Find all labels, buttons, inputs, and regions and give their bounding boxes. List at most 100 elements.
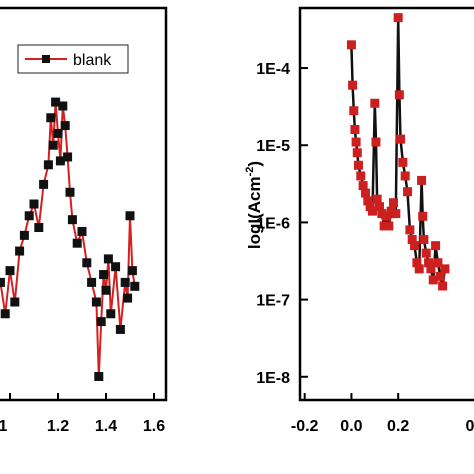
data-point <box>77 226 87 236</box>
series-line <box>350 17 447 287</box>
left-panel: 1.2 1.4 1.6 1 blank <box>0 6 168 435</box>
data-point <box>396 134 406 144</box>
data-point <box>346 40 356 50</box>
data-point <box>65 187 75 197</box>
data-point <box>418 211 428 221</box>
data-point <box>63 152 73 162</box>
data-point <box>426 264 436 274</box>
data-point <box>352 148 362 158</box>
data-point <box>440 264 450 274</box>
data-point <box>43 160 53 170</box>
y-tick-label: 1E-7 <box>256 293 290 310</box>
left-plot-area <box>0 97 140 381</box>
left-axes-frame <box>0 6 168 402</box>
data-point <box>48 140 58 150</box>
x-tick-label: 0.0 <box>340 418 362 435</box>
y-tick-label: 1E-5 <box>256 138 290 155</box>
data-point <box>377 209 387 219</box>
data-point <box>127 266 137 276</box>
data-point <box>5 266 15 276</box>
x-tick-label: 1.2 <box>47 418 69 435</box>
data-point <box>10 297 20 307</box>
data-point <box>398 157 408 167</box>
data-point <box>39 179 49 189</box>
x-tick-label: 1.4 <box>95 418 117 435</box>
data-point <box>72 238 82 248</box>
data-point <box>46 113 56 123</box>
right-axes-frame <box>298 6 474 402</box>
data-point <box>120 277 130 287</box>
data-point <box>367 206 377 216</box>
data-point <box>115 324 125 334</box>
data-point <box>433 258 443 268</box>
data-point <box>389 198 399 208</box>
data-point <box>419 235 429 245</box>
x-tick-label: 0 <box>466 418 474 435</box>
legend-marker <box>42 55 50 63</box>
data-point <box>391 209 401 219</box>
data-point <box>407 235 417 245</box>
data-point <box>431 241 441 251</box>
data-point <box>82 258 92 268</box>
data-point <box>424 258 434 268</box>
right-y-axis-title: logI(Acm-2) <box>244 161 264 249</box>
data-point <box>386 206 396 216</box>
data-point <box>29 199 39 209</box>
data-point <box>348 80 358 90</box>
left-legend: blank <box>17 44 129 74</box>
data-point <box>58 101 68 111</box>
data-point <box>123 293 133 303</box>
data-point <box>67 215 77 225</box>
data-point <box>53 128 63 138</box>
right-plot-area <box>346 13 450 291</box>
data-point <box>381 211 391 221</box>
right-y-ticks: 1E-8 1E-7 1E-6 1E-5 1E-4 <box>256 61 308 387</box>
data-point <box>405 225 415 235</box>
data-point <box>130 281 140 291</box>
data-point <box>351 137 361 147</box>
data-point <box>363 196 373 206</box>
data-point <box>410 241 420 251</box>
data-point <box>60 121 70 131</box>
data-point <box>417 175 427 185</box>
data-point <box>101 285 111 295</box>
data-point <box>94 371 104 381</box>
data-point <box>349 106 359 116</box>
data-point <box>403 187 413 197</box>
data-point <box>372 194 382 204</box>
data-point <box>51 97 61 107</box>
data-point <box>106 309 116 319</box>
right-panel: 1E-8 1E-7 1E-6 1E-5 1E-4 -0.2 0.0 0.2 0 logI(Ac… <box>244 6 474 435</box>
data-point <box>393 13 403 23</box>
data-point <box>0 309 10 319</box>
data-point <box>428 275 438 285</box>
data-point <box>96 317 106 327</box>
data-point <box>414 264 424 274</box>
data-point <box>435 271 445 281</box>
data-point <box>358 181 368 191</box>
data-point <box>55 156 65 166</box>
data-point <box>379 221 389 231</box>
data-point <box>353 160 363 170</box>
data-point <box>19 230 29 240</box>
x-tick-label: 1 <box>0 418 8 435</box>
data-point <box>412 258 422 268</box>
data-point <box>99 270 109 280</box>
data-point <box>438 281 448 291</box>
data-point <box>24 211 34 221</box>
data-point <box>370 98 380 108</box>
data-point <box>125 211 135 221</box>
data-point <box>350 124 360 134</box>
data-point <box>360 188 370 198</box>
data-point <box>103 254 113 264</box>
data-point <box>400 171 410 181</box>
data-point <box>0 277 5 287</box>
data-point <box>34 223 44 233</box>
data-point <box>111 262 121 272</box>
data-point <box>421 248 431 258</box>
data-point <box>384 221 394 231</box>
data-point <box>87 277 97 287</box>
data-point <box>15 246 25 256</box>
data-point <box>91 297 101 307</box>
